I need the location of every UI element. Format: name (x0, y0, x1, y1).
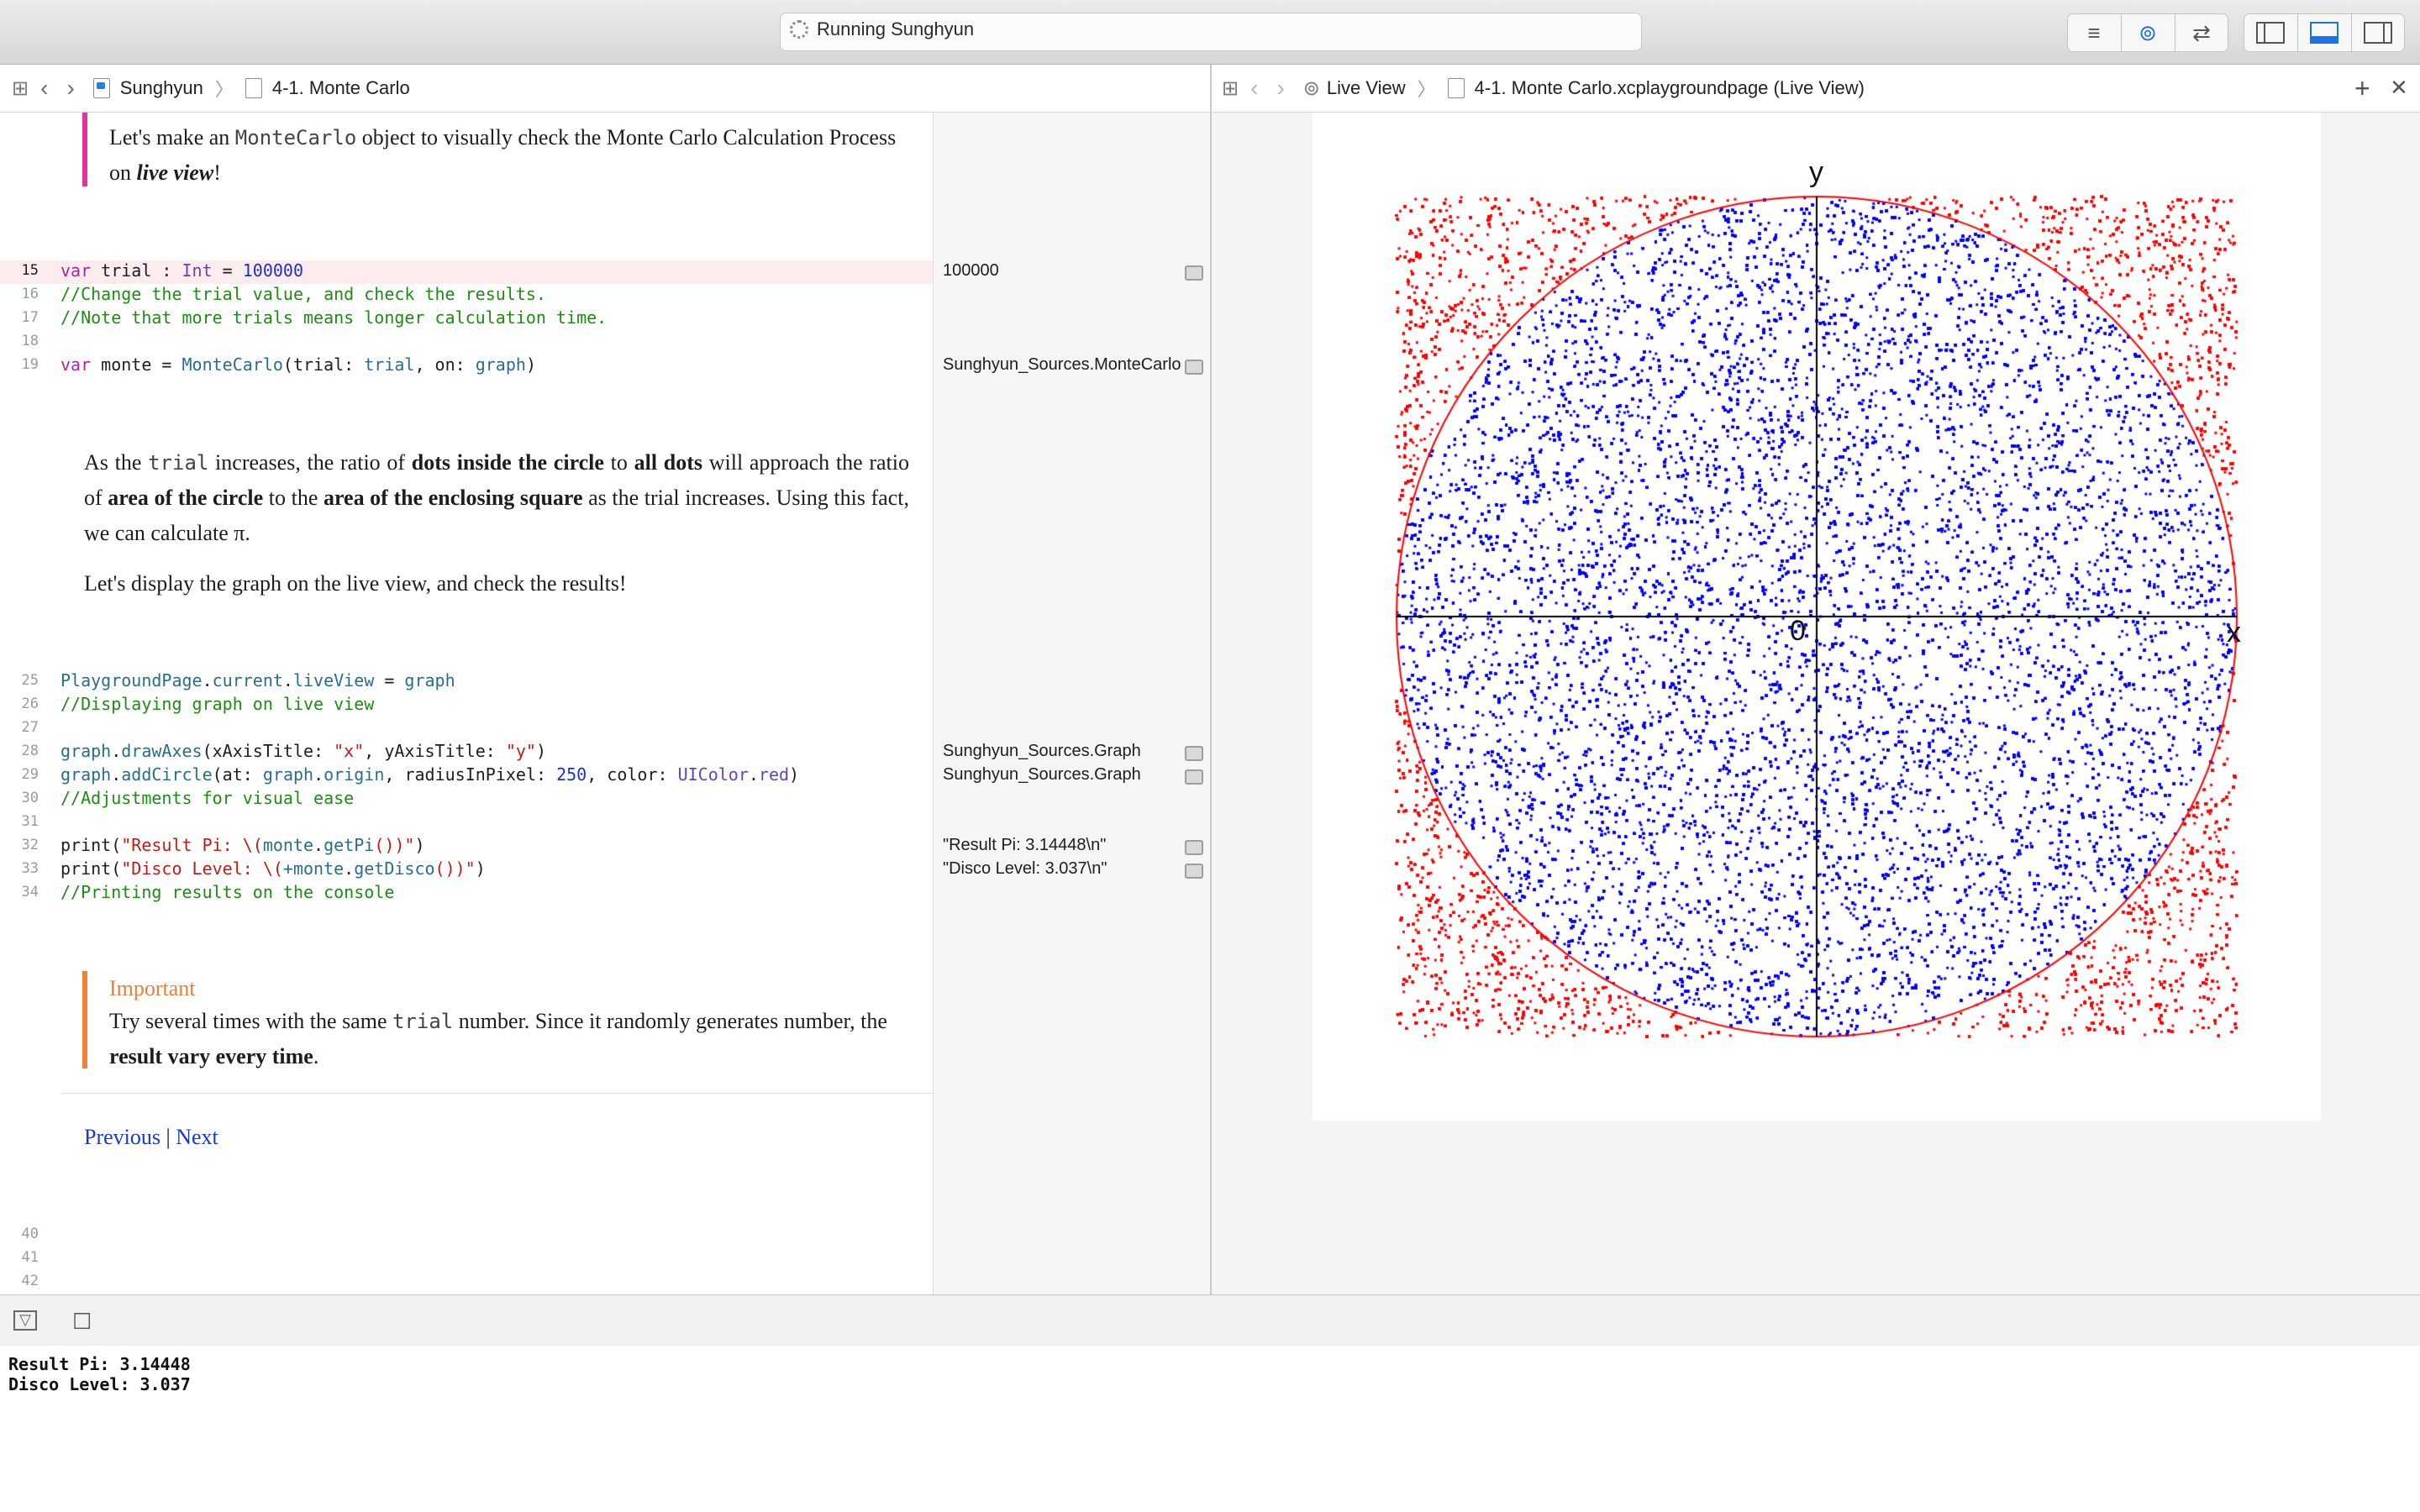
editor-split-divider[interactable] (1210, 65, 1212, 1294)
code-line-34[interactable]: //Printing results on the console (60, 882, 395, 902)
result-line-28: Sunghyun_Sources.Graph (943, 742, 1141, 760)
playground-file-icon (92, 78, 110, 98)
line-number: 28 (21, 743, 39, 759)
back-chevron-icon[interactable]: ‹ (1250, 75, 1259, 101)
explanation-paragraph: As the trial increases, the ratio of dot… (84, 450, 909, 545)
assistant-mode-icon: ⊚ (1302, 76, 1320, 100)
breadcrumb-live-view[interactable]: Live View (1326, 77, 1406, 98)
code-line-25[interactable]: PlaygroundPage.current.liveView = graph (60, 670, 455, 690)
quick-look-icon[interactable] (1185, 769, 1203, 785)
editor-mode-segmented-control: ≡ ⊚ ⇄ (2067, 13, 2228, 52)
page-file-icon (245, 78, 262, 98)
playground-editor[interactable] (0, 113, 933, 1294)
important-callout-bar (82, 971, 87, 1068)
debug-area-toggle-icon[interactable] (2298, 14, 2350, 51)
hide-debug-area-icon[interactable]: ▽ (13, 1310, 37, 1331)
code-line-16[interactable]: //Change the trial value, and check the … (60, 284, 546, 304)
code-line-30[interactable]: //Adjustments for visual ease (60, 788, 355, 808)
line-number: 31 (21, 813, 39, 830)
forward-chevron-icon[interactable]: › (1276, 75, 1285, 101)
result-line-33: "Disco Level: 3.037\n" (943, 859, 1107, 878)
clear-console-icon[interactable]: ☐ (72, 1309, 92, 1334)
instruction-paragraph: Let's display the graph on the live view… (84, 571, 627, 596)
next-link[interactable]: Next (176, 1125, 218, 1149)
line-number: 40 (21, 1226, 39, 1242)
console-output[interactable]: Result Pi: 3.14448 Disco Level: 3.037 (0, 1346, 2420, 1512)
result-line-32: "Result Pi: 3.14448\n" (943, 836, 1107, 854)
callout-bar (82, 113, 87, 186)
line-number: 18 (21, 333, 39, 349)
add-assistant-editor-icon[interactable]: + (2354, 73, 2370, 103)
code-line-33[interactable]: print("Disco Level: \(+monte.getDisco())… (60, 858, 486, 879)
previous-link[interactable]: Previous (84, 1125, 160, 1149)
line-number: 26 (21, 696, 39, 712)
monte-carlo-graph-canvas (1313, 113, 2321, 1121)
results-sidebar (933, 113, 1211, 1294)
line-number: 29 (21, 766, 39, 783)
result-line-19: Sunghyun_Sources.MonteCarlo (943, 355, 1181, 374)
standard-editor-icon[interactable]: ≡ (2087, 19, 2101, 45)
line-number: 41 (21, 1249, 39, 1266)
left-jump-bar: ⊞ ‹ › Sunghyun 〉 4-1. Monte Carlo (0, 65, 1210, 113)
quick-look-icon[interactable] (1185, 746, 1203, 761)
breadcrumb-separator-icon: 〉 (1417, 79, 1436, 100)
important-text: Try several times with the same trial nu… (109, 1009, 887, 1068)
debug-bar: ▽ ☐ (0, 1294, 2420, 1347)
line-number: 33 (21, 860, 39, 877)
activity-spinner-icon (790, 20, 808, 39)
assistant-editor-icon[interactable]: ⊚ (2139, 19, 2157, 45)
x-axis-label: x (2227, 617, 2241, 648)
code-line-29[interactable]: graph.addCircle(at: graph.origin, radius… (60, 764, 800, 785)
line-number: 30 (21, 790, 39, 806)
origin-label: 0 (1790, 615, 1806, 647)
code-line-28[interactable]: graph.drawAxes(xAxisTitle: "x", yAxisTit… (60, 741, 547, 761)
important-heading: Important (109, 976, 196, 1000)
code-line-26[interactable]: //Displaying graph on live view (60, 694, 375, 714)
code-line-19[interactable]: var monte = MonteCarlo(trial: trial, on:… (60, 354, 536, 375)
breadcrumb-page[interactable]: 4-1. Monte Carlo (271, 77, 410, 98)
forward-chevron-icon[interactable]: › (66, 75, 75, 101)
y-axis-label: y (1809, 156, 1823, 188)
intro-paragraph: Let's make an MonteCarlo object to visua… (109, 125, 897, 185)
quick-look-icon[interactable] (1185, 840, 1203, 855)
back-chevron-icon[interactable]: ‹ (40, 75, 49, 101)
code-line-17[interactable]: //Note that more trials means longer cal… (60, 307, 608, 328)
quick-look-icon[interactable] (1185, 265, 1203, 281)
close-assistant-editor-icon[interactable]: ✕ (2390, 75, 2408, 100)
breadcrumb-project[interactable]: Sunghyun (119, 77, 203, 98)
current-line-highlight (0, 260, 933, 284)
line-number: 34 (21, 884, 39, 900)
right-jump-bar: ⊞ ‹ › ⊚ Live View 〉 4-1. Monte Carlo.xcp… (1212, 65, 2420, 113)
utilities-toggle-icon[interactable] (2352, 14, 2404, 51)
line-number: 19 (21, 356, 39, 373)
activity-status-text: Running Sunghyun (817, 18, 975, 39)
line-number: 32 (21, 837, 39, 853)
console-line: Result Pi: 3.14448 (8, 1354, 191, 1374)
line-number: 27 (21, 719, 39, 736)
page-navigation: Previous | Next (84, 1125, 218, 1149)
console-line: Disco Level: 3.037 (8, 1374, 191, 1394)
line-number: 25 (21, 672, 39, 689)
line-number: 42 (21, 1273, 39, 1289)
related-items-grid-icon[interactable]: ⊞ (12, 76, 29, 100)
quick-look-icon[interactable] (1185, 360, 1203, 375)
live-view[interactable]: y x 0 (1313, 113, 2321, 1121)
breadcrumb-separator-icon: 〉 (214, 79, 234, 100)
line-number: 17 (21, 309, 39, 326)
code-line-32[interactable]: print("Result Pi: \(monte.getPi())") (60, 835, 425, 855)
activity-status-bar (780, 13, 1642, 51)
result-line-29: Sunghyun_Sources.Graph (943, 765, 1141, 784)
line-number: 16 (21, 286, 39, 302)
related-items-grid-icon[interactable]: ⊞ (1222, 76, 1239, 100)
result-line-15: 100000 (943, 261, 999, 280)
navigator-toggle-icon[interactable] (2244, 14, 2296, 51)
code-line-15[interactable]: var trial : Int = 100000 (60, 260, 303, 281)
breadcrumb-live-view-file[interactable]: 4-1. Monte Carlo.xcplaygroundpage (Live … (1474, 77, 1865, 98)
panel-toggle-segmented-control (2244, 13, 2405, 52)
line-number: 15 (21, 262, 39, 279)
section-divider (60, 1093, 933, 1094)
quick-look-icon[interactable] (1185, 864, 1203, 879)
version-editor-icon[interactable]: ⇄ (2192, 19, 2211, 45)
page-file-icon (1447, 78, 1465, 98)
